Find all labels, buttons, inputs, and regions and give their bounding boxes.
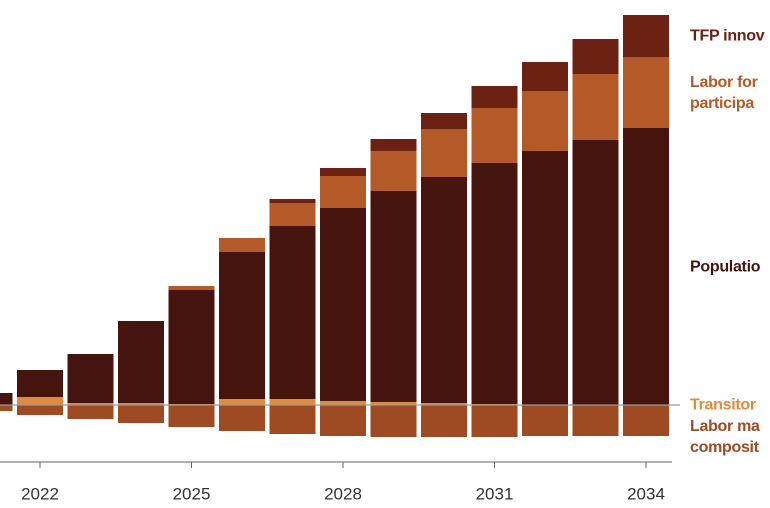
bar-segment: [219, 405, 265, 431]
x-tick-label: 2022: [21, 484, 59, 503]
bar-segment: [471, 86, 518, 108]
bar-segment: [522, 151, 568, 405]
bar-segment: [572, 39, 619, 74]
bar-segment: [269, 399, 316, 405]
bar-segment: [623, 15, 669, 57]
bar-segment: [67, 405, 114, 419]
bar-segment: [320, 401, 366, 405]
bar-segment: [623, 405, 669, 436]
bar-segment: [572, 405, 619, 436]
series-label: TFP innov: [690, 27, 765, 45]
bar-segment: [219, 252, 265, 399]
bar-segment: [17, 405, 63, 415]
bar-segment: [269, 226, 316, 399]
bar-segment: [370, 191, 417, 402]
bar-segment: [219, 399, 265, 405]
bar-segment: [67, 354, 114, 403]
bar-segment: [269, 405, 316, 434]
bar-segment: [370, 405, 417, 437]
bar-segment: [623, 57, 669, 128]
bar-segment: [522, 91, 568, 151]
bar-segment: [219, 238, 265, 252]
bar-segment: [623, 128, 669, 405]
bar-segment: [320, 208, 366, 401]
bar-segment: [421, 403, 467, 405]
bar-segment: [17, 370, 63, 397]
bar-segment: [471, 405, 518, 437]
bar-segment: [67, 403, 114, 405]
bar-segment: [471, 108, 518, 163]
series-label: Populatio: [690, 258, 761, 275]
bar-segment: [370, 402, 417, 405]
bar-segment: [421, 113, 467, 129]
bar-segment: [522, 405, 568, 436]
bar-segment: [421, 405, 467, 437]
series-label: Labor ma composit: [690, 417, 760, 456]
bar-segment: [320, 176, 366, 208]
bar-segment: [118, 405, 164, 423]
x-tick-label: 2025: [173, 484, 211, 503]
bar-segment: [421, 129, 467, 177]
bar-segment: [471, 163, 518, 404]
bar-segment: [320, 405, 366, 436]
bar-segment: [421, 177, 467, 403]
bar-segment: [572, 74, 619, 140]
bar-segment: [370, 139, 417, 151]
x-tick-label: 2034: [627, 484, 665, 503]
x-tick-label: 2028: [324, 484, 362, 503]
bar-segment: [269, 203, 316, 226]
bar-segment: [118, 321, 164, 403]
bar-segment: [0, 393, 13, 405]
bar-segment: [572, 140, 619, 405]
bar-segment: [118, 403, 164, 405]
bar-segment: [17, 397, 63, 405]
bar-segment: [168, 405, 215, 427]
bar-segment: [0, 405, 13, 411]
series-label: Labor for participa: [690, 73, 758, 112]
x-tick-label: 2031: [476, 484, 514, 503]
bar-segment: [370, 151, 417, 191]
bar-segment: [168, 290, 215, 404]
bar-segment: [320, 168, 366, 176]
bar-segment: [269, 199, 316, 203]
series-label: Transitor: [690, 396, 756, 414]
bar-segment: [522, 62, 568, 91]
bar-segment: [168, 286, 215, 290]
